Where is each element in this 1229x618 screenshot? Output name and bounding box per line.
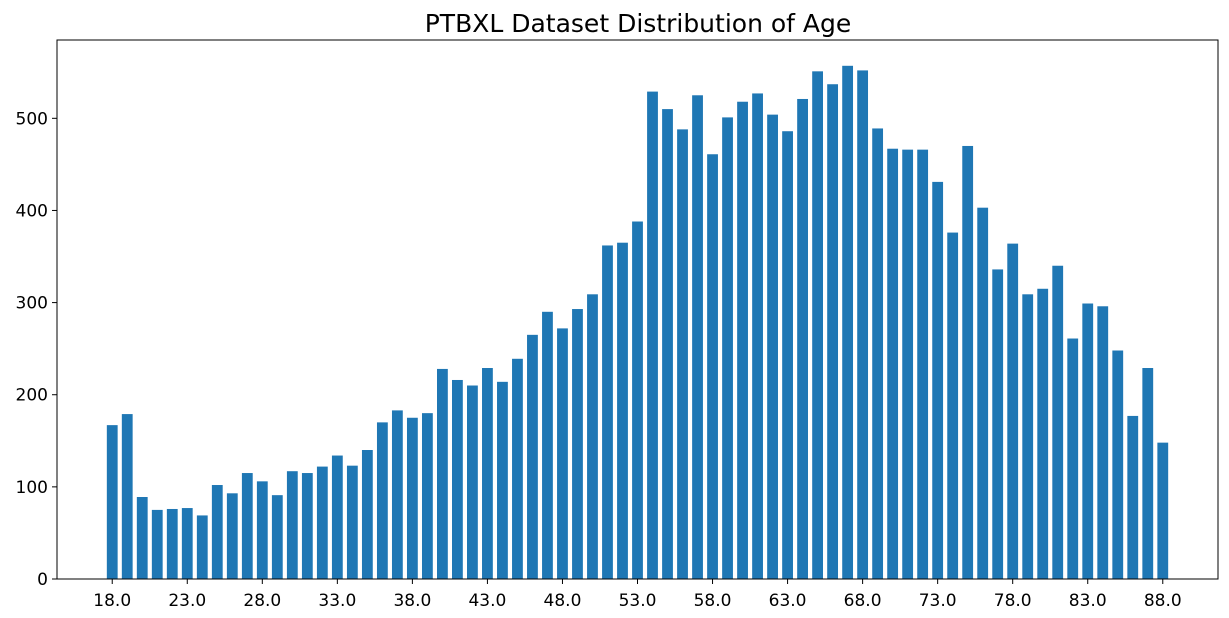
x-tick-label: 38.0 [393,591,431,611]
bar-age-24 [196,515,208,579]
x-tick-label: 88.0 [1144,591,1182,611]
bar-age-84 [1097,306,1109,579]
bar-age-81 [1052,265,1064,579]
plot-frame [56,39,1219,580]
x-tick-label: 18.0 [93,591,131,611]
bar-age-26 [226,493,238,579]
y-tick-label: 200 [16,386,48,406]
bar-age-88 [1157,442,1169,579]
bar-age-77 [992,269,1004,579]
bar-age-83 [1082,303,1094,579]
x-tick-label: 43.0 [468,591,506,611]
bar-age-62 [767,114,778,579]
bar-age-30 [286,471,298,579]
chart-title: PTBXL Dataset Distribution of Age [425,9,852,38]
bar-age-42 [467,385,478,579]
bar-age-65 [812,71,823,579]
x-tick-label: 78.0 [994,591,1032,611]
bar-age-27 [241,473,253,579]
bar-age-45 [512,358,523,579]
bar-age-74 [947,232,959,579]
bar-age-48 [557,328,568,579]
bar-age-40 [437,368,448,579]
bar-age-20 [136,497,148,579]
bar-age-87 [1142,368,1154,579]
x-tick-label: 28.0 [243,591,281,611]
bar-age-46 [527,334,538,579]
bar-age-29 [271,495,283,579]
x-axis: 18.0 23.0 28.0 33.0 38.0 43.0 48.0 53.0 58.0 63.0… [93,579,1182,611]
x-tick-label: 33.0 [318,591,356,611]
y-tick-label: 300 [16,294,48,314]
bar-age-57 [692,95,703,579]
bar-age-64 [797,98,808,579]
bar-age-69 [872,128,884,579]
x-tick-label: 48.0 [544,591,582,611]
bar-age-35 [361,450,373,579]
bar-age-79 [1022,294,1034,579]
bar-age-63 [782,131,793,579]
bar-age-59 [722,117,733,579]
bar-age-28 [256,481,268,579]
y-tick-label: 500 [16,109,48,129]
bar-age-73 [932,181,944,579]
bar-age-21 [151,509,163,579]
bar-age-31 [301,473,313,579]
x-tick-label: 23.0 [168,591,206,611]
bar-age-76 [977,207,989,579]
bar-age-60 [737,101,748,579]
bar-age-54 [647,91,658,579]
bar-age-38 [406,417,418,579]
y-tick-label: 100 [16,478,48,498]
x-tick-label: 68.0 [844,591,882,611]
bar-age-70 [887,148,899,579]
bar-age-22 [166,508,178,579]
bar-age-51 [602,245,613,579]
x-tick-label: 63.0 [769,591,807,611]
bar-age-44 [497,381,508,579]
bar-age-80 [1037,288,1049,579]
bar-age-68 [857,70,869,579]
bar-age-36 [376,422,388,579]
bar-age-25 [211,485,223,579]
bar-age-82 [1067,338,1079,579]
x-tick-label: 53.0 [619,591,657,611]
x-tick-label: 83.0 [1069,591,1107,611]
x-tick-label: 73.0 [919,591,957,611]
bar-age-53 [632,221,643,579]
bar-age-66 [827,84,839,579]
bar-age-18 [106,425,118,579]
y-tick-label: 400 [16,201,48,221]
bar-age-75 [962,145,974,579]
x-tick-label: 58.0 [694,591,732,611]
bar-age-23 [181,508,193,579]
bar-group [106,65,1169,580]
bar-age-39 [421,413,433,579]
bar-age-71 [902,149,914,579]
bar-age-34 [346,465,358,579]
bar-age-58 [707,154,718,579]
bar-age-43 [482,368,493,579]
bar-age-32 [316,466,328,579]
bar-age-47 [542,311,553,579]
y-tick-label: 0 [37,570,48,590]
bar-age-72 [917,149,929,579]
bar-age-85 [1112,350,1124,579]
bar-age-49 [572,309,583,579]
bar-age-37 [391,410,403,579]
bar-age-67 [842,65,854,580]
y-axis: 0 100 200 300 400 500 [16,109,57,590]
bar-age-33 [331,455,343,579]
bar-age-61 [752,93,763,579]
bar-age-56 [677,129,688,579]
bar-age-50 [587,294,598,579]
bar-age-86 [1127,415,1139,579]
bar-age-41 [452,379,463,579]
bar-age-78 [1007,243,1019,579]
bar-age-52 [617,242,628,579]
bar-age-19 [121,414,133,579]
bar-age-55 [662,109,673,579]
